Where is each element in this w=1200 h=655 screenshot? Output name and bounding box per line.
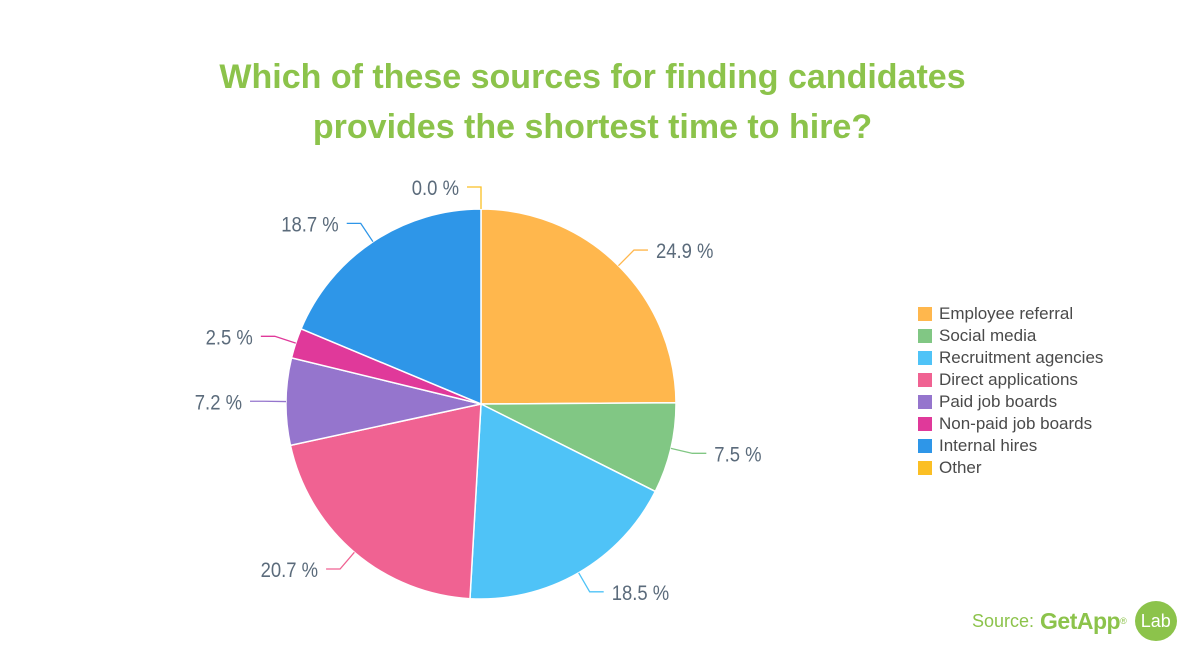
legend-swatch-internal-hires xyxy=(918,439,932,453)
chart-title-line-1: Which of these sources for finding candi… xyxy=(219,58,966,96)
leader-line-internal-hires xyxy=(346,222,374,243)
legend-item-employee-referral: Employee referral xyxy=(918,303,1103,325)
legend-item-non-paid-job-boards: Non-paid job boards xyxy=(918,413,1103,435)
leader-line-social-media xyxy=(670,447,707,454)
data-label-paid-job-boards: 7.2 % xyxy=(195,391,242,414)
data-label-social-media: 7.5 % xyxy=(714,443,761,466)
legend-swatch-social-media xyxy=(918,329,932,343)
leader-line-direct-applications xyxy=(326,551,355,570)
lab-badge: Lab xyxy=(1134,601,1177,641)
legend-item-direct-applications: Direct applications xyxy=(918,369,1103,391)
legend-label-social-media: Social media xyxy=(939,326,1037,345)
legend-label-paid-job-boards: Paid job boards xyxy=(939,392,1058,411)
legend-swatch-paid-job-boards xyxy=(918,395,932,409)
chart-title: Which of these sources for finding candi… xyxy=(0,52,1185,152)
legend-item-social-media: Social media xyxy=(918,325,1103,347)
label-leader-lines xyxy=(250,186,707,593)
legend-label-other: Other xyxy=(939,458,982,477)
legend: Employee referral Social media Recruitment… xyxy=(918,303,1103,479)
chart-title-line-2: provides the shortest time to hire? xyxy=(312,108,873,146)
legend-item-recruitment-agencies: Recruitment agencies xyxy=(918,347,1103,369)
legend-label-internal-hires: Internal hires xyxy=(939,436,1038,455)
legend-label-non-paid-job-boards: Non-paid job boards xyxy=(939,414,1093,433)
legend-item-other: Other xyxy=(918,457,1103,479)
source-credit: Source: GetApp ® Lab xyxy=(972,597,1177,645)
legend-swatch-other xyxy=(918,461,932,475)
data-labels: 24.9 % 7.5 % 18.5 % 20.7 % 7.2 % 2.5 % 18.7 % 0… xyxy=(195,177,762,605)
data-label-employee-referral: 24.9 % xyxy=(656,240,714,263)
pie-slice-employee-referral xyxy=(480,208,677,405)
legend-swatch-employee-referral xyxy=(918,307,932,321)
pie-slice-internal-hires xyxy=(300,208,482,406)
leader-line-recruitment-agencies xyxy=(578,572,604,593)
pie-slices xyxy=(285,208,677,600)
getapp-logo: GetApp xyxy=(1040,607,1121,634)
legend-label-direct-applications: Direct applications xyxy=(939,370,1078,389)
leader-line-employee-referral xyxy=(617,249,648,267)
legend-item-internal-hires: Internal hires xyxy=(918,435,1103,457)
data-label-recruitment-agencies: 18.5 % xyxy=(612,582,670,605)
data-label-other: 0.0 % xyxy=(412,177,459,200)
legend-item-paid-job-boards: Paid job boards xyxy=(918,391,1103,413)
registered-mark: ® xyxy=(1120,616,1127,626)
legend-swatch-direct-applications xyxy=(918,373,932,387)
legend-swatch-non-paid-job-boards xyxy=(918,417,932,431)
data-label-internal-hires: 18.7 % xyxy=(281,213,339,236)
legend-label-employee-referral: Employee referral xyxy=(939,304,1074,323)
source-label: Source: xyxy=(972,610,1035,631)
legend-label-recruitment-agencies: Recruitment agencies xyxy=(939,348,1104,367)
data-label-direct-applications: 20.7 % xyxy=(261,559,319,582)
legend-swatch-recruitment-agencies xyxy=(918,351,932,365)
pie-slice-recruitment-agencies xyxy=(469,402,657,600)
data-label-non-paid-job-boards: 2.5 % xyxy=(206,326,253,349)
pie-slice-direct-applications xyxy=(289,403,482,600)
leader-line-non-paid-job-boards xyxy=(260,335,296,344)
leader-line-other xyxy=(467,186,482,209)
